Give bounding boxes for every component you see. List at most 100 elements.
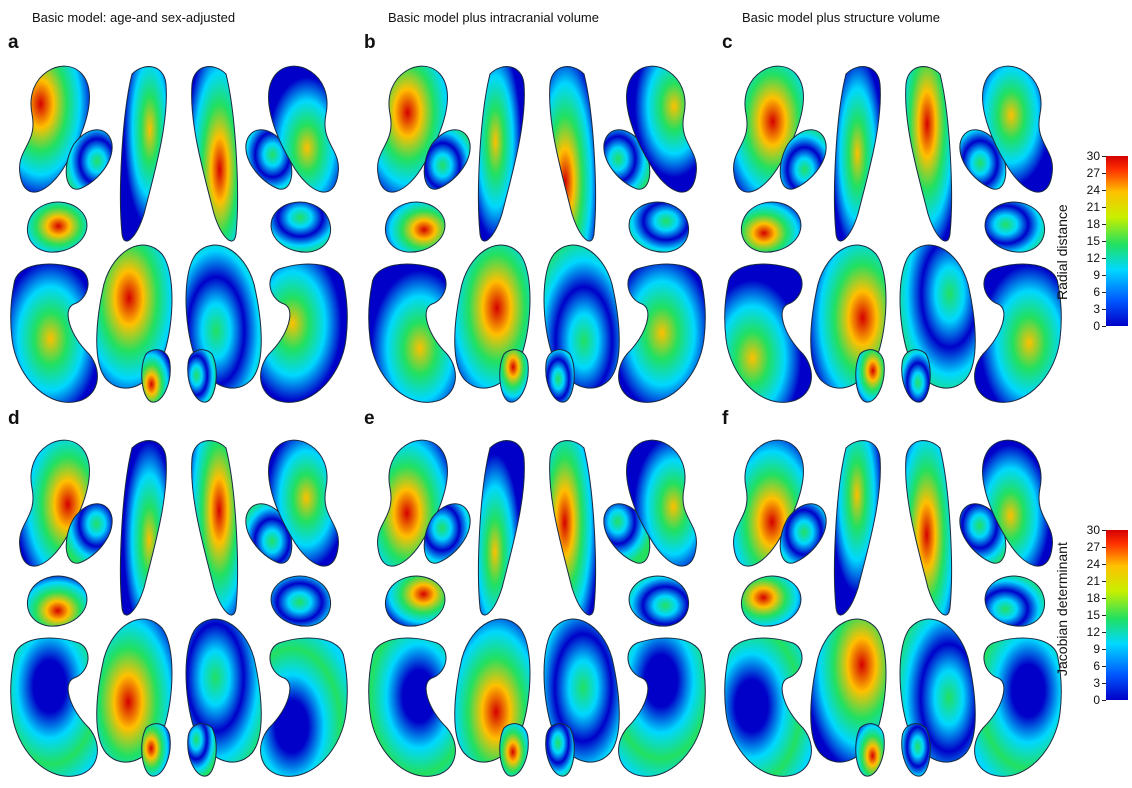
colorbar-tick-mark <box>1102 530 1106 531</box>
panel-f-brain-surfaces <box>718 428 1068 788</box>
colorbar-tick-label: 3 <box>1093 302 1100 316</box>
colorbar-tick-mark <box>1102 700 1106 701</box>
right-hippocampus-surface <box>974 637 1062 777</box>
right-putamen-surface <box>191 66 239 242</box>
right-thalamus-surface <box>959 129 1007 190</box>
left-putamen-surface <box>477 440 525 616</box>
right-thalamus-surface <box>959 503 1007 564</box>
right-amygdala-surface <box>270 201 332 253</box>
colorbar-tick-mark <box>1102 326 1106 327</box>
right-accumbens-surface <box>901 723 931 777</box>
left-thalamus-surface <box>779 503 827 564</box>
panel-c-brain-surfaces <box>718 54 1068 414</box>
left-hippocampus-surface <box>368 263 456 403</box>
right-caudate-surface <box>268 439 339 567</box>
right-putamen-surface <box>905 440 953 616</box>
left-accumbens-surface <box>855 723 885 777</box>
right-accumbens-surface <box>545 349 575 403</box>
right-amygdala-surface <box>984 575 1046 627</box>
right-amygdala-surface <box>984 201 1046 253</box>
colorbar-tick-label: 21 <box>1086 200 1100 214</box>
colorbar-tick-mark <box>1102 598 1106 599</box>
right-putamen-surface <box>549 440 597 616</box>
colorbar-tick-label: 0 <box>1093 319 1100 333</box>
left-thalamus-surface <box>423 129 471 190</box>
colorbar-tick-label: 15 <box>1086 234 1100 248</box>
colorbar-tick-label: 27 <box>1086 540 1100 554</box>
colorbar-tick-label: 18 <box>1086 591 1100 605</box>
panel-b-brain-surfaces <box>362 54 712 414</box>
right-hippocampus-surface <box>260 263 348 403</box>
left-putamen-surface <box>119 440 167 616</box>
right-caudate-surface <box>626 439 697 567</box>
panel-d-brain-surfaces <box>4 428 354 788</box>
left-accumbens-surface <box>499 723 529 777</box>
colorbar-tick-mark <box>1102 258 1106 259</box>
panel-letter-d: d <box>8 408 20 429</box>
left-amygdala-surface <box>740 575 802 627</box>
colorbar-radial-distance <box>1106 156 1128 326</box>
column-title-3: Basic model plus structure volume <box>742 10 940 25</box>
right-hippocampus-surface <box>618 637 706 777</box>
column-title-1: Basic model: age-and sex-adjusted <box>32 10 236 25</box>
right-thalamus-surface <box>603 129 651 190</box>
left-amygdala-surface <box>740 201 802 253</box>
colorbar-tick-mark <box>1102 564 1106 565</box>
panel-letter-f: f <box>722 408 729 429</box>
left-accumbens-surface <box>855 349 885 403</box>
colorbar-tick-mark <box>1102 547 1106 548</box>
left-putamen-surface <box>833 66 881 242</box>
left-hippocampus-surface <box>724 637 812 777</box>
left-putamen-surface <box>477 66 525 242</box>
left-accumbens-surface <box>141 723 171 777</box>
colorbar-tick-label: 24 <box>1086 183 1100 197</box>
colorbar-tick-mark <box>1102 615 1106 616</box>
left-hippocampus-surface <box>10 637 98 777</box>
right-hippocampus-surface <box>974 263 1062 403</box>
colorbar-tick-mark <box>1102 683 1106 684</box>
left-thalamus-surface <box>65 129 113 190</box>
column-title-2: Basic model plus intracranial volume <box>388 10 599 25</box>
colorbar-tick-label: 15 <box>1086 608 1100 622</box>
colorbar-tick-mark <box>1102 632 1106 633</box>
right-amygdala-surface <box>628 201 690 253</box>
right-putamen-surface <box>549 66 597 242</box>
left-thalamus-surface <box>779 129 827 190</box>
left-accumbens-surface <box>141 349 171 403</box>
colorbar-tick-mark <box>1102 581 1106 582</box>
right-thalamus-surface <box>245 129 293 190</box>
left-amygdala-surface <box>26 201 88 253</box>
right-accumbens-surface <box>187 349 217 403</box>
left-amygdala-surface <box>384 575 446 627</box>
right-thalamus-surface <box>603 503 651 564</box>
colorbar-tick-label: 30 <box>1086 523 1100 537</box>
left-putamen-surface <box>833 440 881 616</box>
colorbar-tick-label: 6 <box>1093 659 1100 673</box>
colorbar-tick-label: 30 <box>1086 149 1100 163</box>
right-hippocampus-surface <box>260 637 348 777</box>
colorbar-tick-label: 24 <box>1086 557 1100 571</box>
colorbar-tick-mark <box>1102 224 1106 225</box>
right-putamen-surface <box>905 66 953 242</box>
colorbar-tick-label: 12 <box>1086 625 1100 639</box>
right-accumbens-surface <box>545 723 575 777</box>
colorbar-tick-label: 12 <box>1086 251 1100 265</box>
colorbar-tick-label: 9 <box>1093 268 1100 282</box>
right-hippocampus-surface <box>618 263 706 403</box>
colorbar-tick-mark <box>1102 156 1106 157</box>
left-putamen-surface <box>119 66 167 242</box>
colorbar-tick-label: 18 <box>1086 217 1100 231</box>
colorbar-tick-mark <box>1102 173 1106 174</box>
colorbar-tick-label: 0 <box>1093 693 1100 707</box>
colorbar-tick-label: 9 <box>1093 642 1100 656</box>
colorbar-tick-label: 27 <box>1086 166 1100 180</box>
left-amygdala-surface <box>26 575 88 627</box>
colorbar-tick-label: 21 <box>1086 574 1100 588</box>
colorbar-tick-mark <box>1102 292 1106 293</box>
colorbar-tick-label: 3 <box>1093 676 1100 690</box>
right-caudate-surface <box>626 65 697 193</box>
right-caudate-surface <box>982 439 1053 567</box>
left-hippocampus-surface <box>10 263 98 403</box>
left-hippocampus-surface <box>724 263 812 403</box>
colorbar-tick-mark <box>1102 309 1106 310</box>
